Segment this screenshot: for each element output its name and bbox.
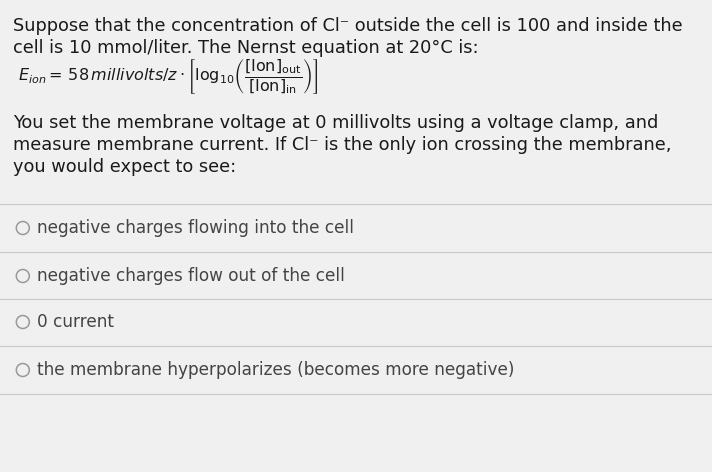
Text: 0 current: 0 current (37, 313, 115, 331)
Text: You set the membrane voltage at 0 millivolts using a voltage clamp, and: You set the membrane voltage at 0 milliv… (13, 114, 658, 132)
Text: cell is 10 mmol/liter. The Nernst equation at 20°C is:: cell is 10 mmol/liter. The Nernst equati… (13, 39, 478, 57)
Text: negative charges flow out of the cell: negative charges flow out of the cell (37, 267, 345, 285)
Text: measure membrane current. If Cl⁻ is the only ion crossing the membrane,: measure membrane current. If Cl⁻ is the … (13, 136, 671, 154)
Text: negative charges flowing into the cell: negative charges flowing into the cell (37, 219, 355, 237)
Text: $\mathit{E}_{\mathit{ion}}$$\mathit{=}$$\,\mathit{58\,millivolts/z} \cdot$$\left: $\mathit{E}_{\mathit{ion}}$$\mathit{=}$$… (18, 58, 318, 96)
Text: Suppose that the concentration of Cl⁻ outside the cell is 100 and inside the: Suppose that the concentration of Cl⁻ ou… (13, 17, 682, 35)
Text: the membrane hyperpolarizes (becomes more negative): the membrane hyperpolarizes (becomes mor… (37, 361, 515, 379)
Text: you would expect to see:: you would expect to see: (13, 158, 236, 176)
